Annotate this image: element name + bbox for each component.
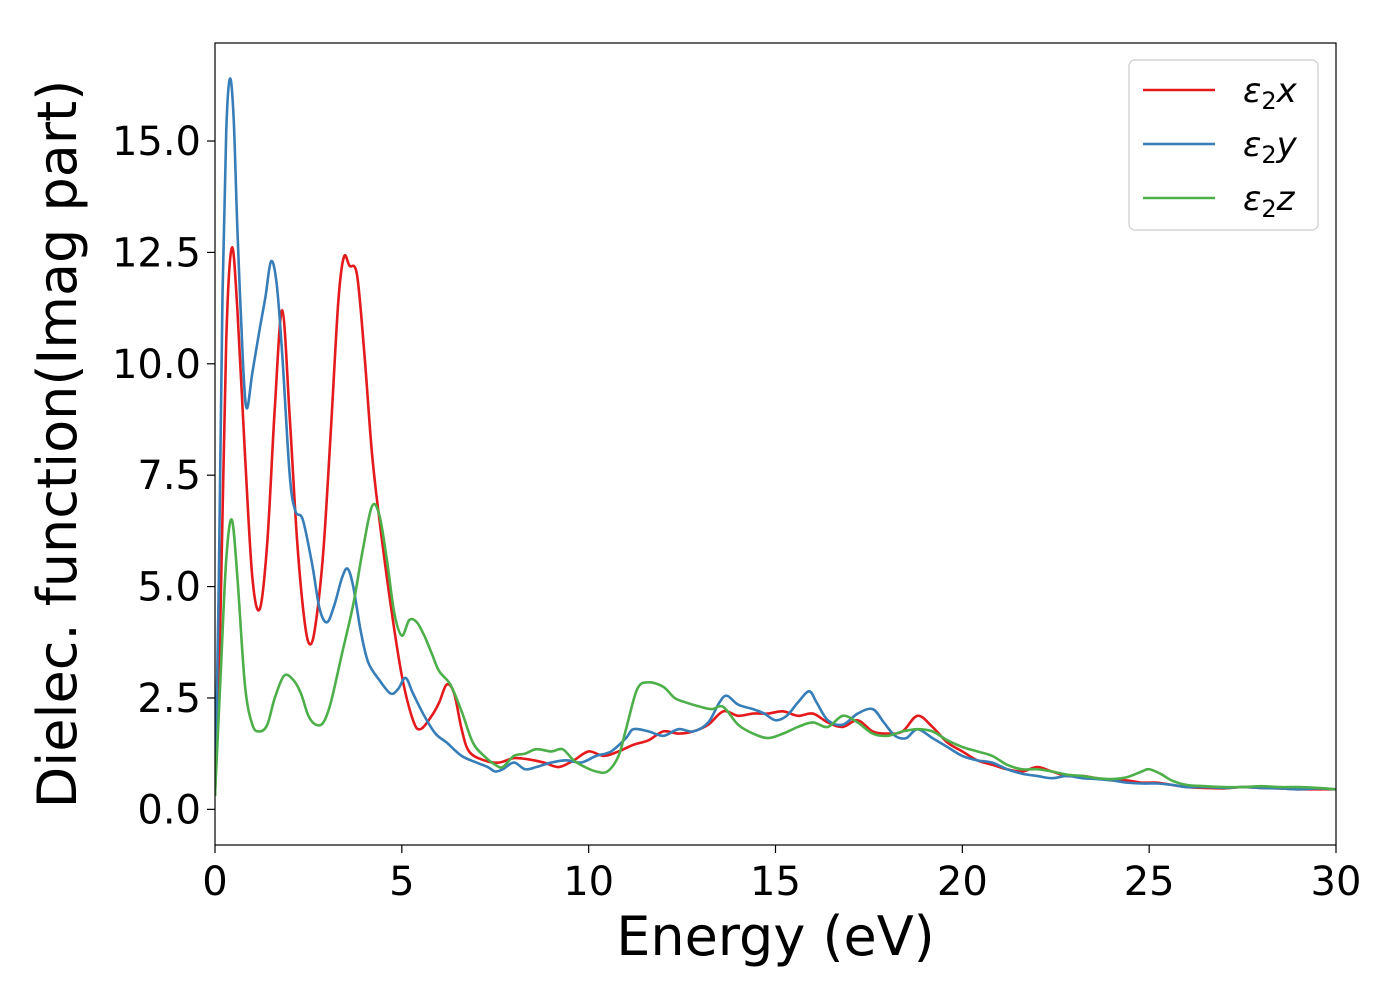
x-tick-label: 30 <box>1311 859 1362 905</box>
series-layer <box>215 77 1336 797</box>
x-tick-label: 25 <box>1124 859 1175 905</box>
series-line-z <box>215 502 1336 797</box>
y-axis-ticks: 0.0 2.5 5.0 7.5 10.0 12.5 15.0 <box>112 119 215 833</box>
x-tick-label: 20 <box>937 859 988 905</box>
x-tick-label: 15 <box>750 859 801 905</box>
y-tick-label: 7.5 <box>137 453 201 499</box>
x-axis-title: Energy (eV) <box>616 905 935 968</box>
legend-label-y: ε2y <box>1243 125 1298 169</box>
legend-label-x: ε2x <box>1243 71 1298 115</box>
y-tick-label: 0.0 <box>137 787 201 833</box>
legend-label-z: ε2z <box>1243 179 1296 223</box>
y-axis-title: Dielec. function(Imag part) <box>26 80 89 809</box>
y-tick-label: 12.5 <box>112 230 201 276</box>
x-tick-label: 5 <box>389 859 414 905</box>
y-tick-label: 10.0 <box>112 342 201 388</box>
series-line-y <box>215 77 1336 797</box>
x-axis-ticks: 0 5 10 15 20 25 30 <box>202 845 1361 905</box>
legend-box <box>1128 59 1319 231</box>
legend: ε2x ε2y ε2z <box>1128 59 1319 231</box>
y-tick-label: 5.0 <box>137 565 201 611</box>
x-tick-label: 0 <box>202 859 227 905</box>
x-tick-label: 10 <box>563 859 614 905</box>
y-tick-label: 15.0 <box>112 119 201 165</box>
y-tick-label: 2.5 <box>137 676 201 722</box>
